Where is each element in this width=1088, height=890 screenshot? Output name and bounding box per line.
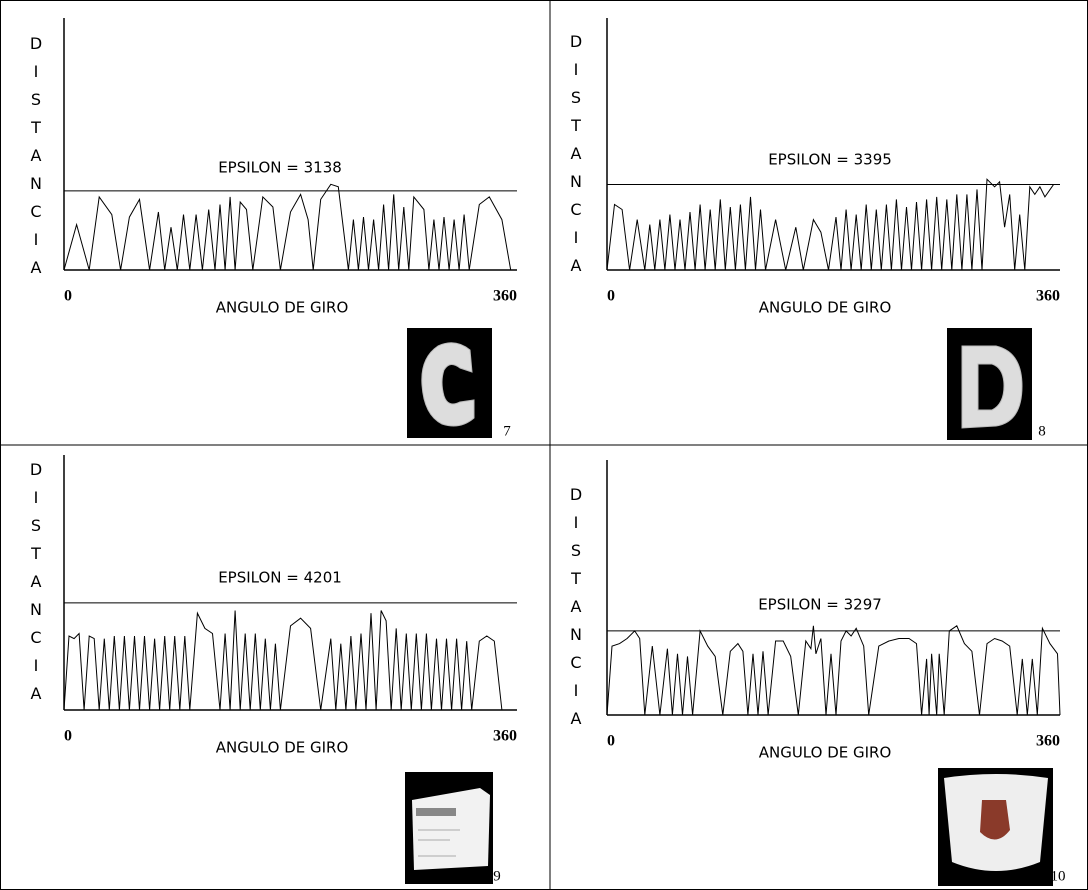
y-axis-label: DISTANCIA [27, 34, 46, 286]
x-tick-label: 0 [64, 288, 72, 305]
figure-number: 7 [503, 423, 511, 439]
y-axis-label: DISTANCIA [27, 460, 46, 712]
photo [405, 772, 493, 884]
x-tick-label: 360 [1036, 733, 1060, 750]
x-tick-label: 360 [1036, 288, 1060, 305]
data-line [607, 179, 1054, 270]
page: {"chart_data": [ {"type": "line", "ylabe… [0, 0, 1088, 890]
annotation: EPSILON = 3297 [758, 596, 882, 614]
photo [947, 328, 1032, 440]
figure-number: 8 [1038, 423, 1046, 439]
x-tick-label: 0 [64, 728, 72, 745]
figure: 0 360 DISTANCIA ANGULO DE GIRO EPSILON = 313… [0, 0, 1088, 890]
data-line [64, 611, 502, 711]
data-line [64, 184, 511, 270]
photo [938, 768, 1053, 886]
x-tick-label: 360 [493, 288, 517, 305]
annotation: EPSILON = 3395 [768, 151, 892, 169]
x-axis-label: ANGULO DE GIRO [216, 299, 349, 317]
x-axis-label: ANGULO DE GIRO [216, 739, 349, 757]
figure-number: 9 [493, 868, 501, 884]
y-axis-label: DISTANCIA [567, 485, 586, 737]
y-axis-label: DISTANCIA [567, 32, 586, 284]
x-axis-label: ANGULO DE GIRO [759, 299, 892, 317]
photo [407, 328, 492, 438]
annotation: EPSILON = 4201 [218, 569, 342, 587]
x-tick-label: 0 [607, 288, 615, 305]
data-line [607, 626, 1060, 715]
x-tick-label: 360 [493, 728, 517, 745]
x-tick-label: 0 [607, 733, 615, 750]
figure-number: 10 [1051, 868, 1066, 884]
x-axis-label: ANGULO DE GIRO [759, 744, 892, 762]
annotation: EPSILON = 3138 [218, 159, 342, 177]
